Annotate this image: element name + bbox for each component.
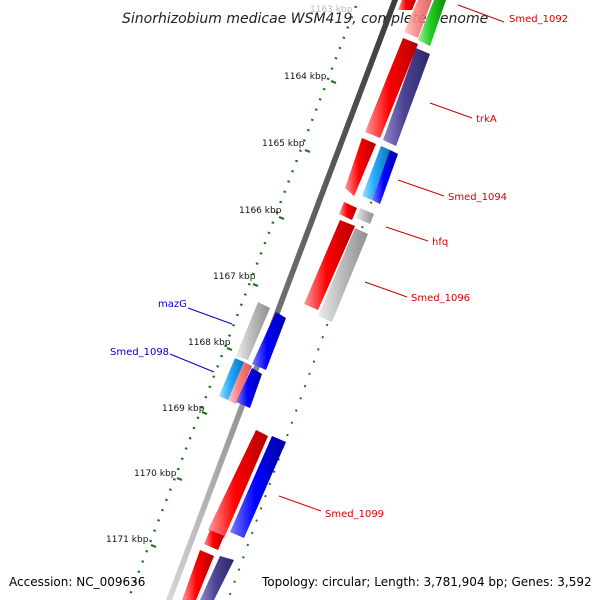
gene-feature-navy[interactable] xyxy=(200,556,234,600)
tick-label-1163: 1163 kbp xyxy=(310,5,353,15)
map-title: Sinorhizobium medicae WSM419, complete g… xyxy=(122,11,488,27)
label-leader xyxy=(385,226,429,242)
gene-feature-pink[interactable] xyxy=(228,362,252,404)
gene-label-smed-1096[interactable]: Smed_1096 xyxy=(411,293,470,304)
gene-feature-grey[interactable] xyxy=(318,228,368,322)
genome-summary-text: Topology: circular; Length: 3,781,904 bp… xyxy=(261,575,592,589)
label-leader xyxy=(457,4,505,23)
cds-feature[interactable] xyxy=(339,202,357,220)
cds-feature[interactable] xyxy=(182,550,214,600)
tick-label-1167: 1167 kbp xyxy=(213,272,256,282)
gene-label-mazg[interactable]: mazG xyxy=(158,299,187,310)
gene-feature-cyan[interactable] xyxy=(219,358,244,400)
tick-mark-1165 xyxy=(304,148,311,154)
cds-feature[interactable] xyxy=(398,0,416,10)
gene-label-hfq[interactable]: hfq xyxy=(432,237,448,248)
gene-label-smed-1098[interactable]: Smed_1098 xyxy=(110,347,169,358)
gene-feature-green[interactable] xyxy=(418,0,446,46)
gene-label-trka[interactable]: trkA xyxy=(476,114,497,125)
tick-label-1165: 1165 kbp xyxy=(262,139,305,149)
gene-feature-blue[interactable] xyxy=(236,368,262,408)
gene-label-smed-1094[interactable]: Smed_1094 xyxy=(448,192,507,203)
tick-mark-1168 xyxy=(226,346,233,352)
tick-mark-1166 xyxy=(278,215,285,221)
cds-feature[interactable] xyxy=(345,138,376,196)
tick-mark-1167 xyxy=(252,282,259,288)
gene-labels-right: Smed_1092 trkA Smed_1094 hfq Smed_1096 S… xyxy=(278,4,568,520)
gene-labels-left: mazG Smed_1098 xyxy=(110,299,233,373)
cds-feature[interactable] xyxy=(304,220,355,310)
tick-label-1169: 1169 kbp xyxy=(162,404,205,414)
tick-mark-1169 xyxy=(201,410,208,416)
gene-lane-reverse xyxy=(200,0,446,600)
gene-feature-grey[interactable] xyxy=(356,208,374,224)
gene-label-smed-1099[interactable]: Smed_1099 xyxy=(325,509,384,520)
label-leader xyxy=(364,281,408,298)
label-leader xyxy=(429,102,473,119)
gene-lane-inner xyxy=(219,302,286,408)
cds-lane-forward xyxy=(182,0,418,600)
tick-label-1171: 1171 kbp xyxy=(106,535,149,545)
tick-mark-1170 xyxy=(176,476,183,482)
gene-feature-blue[interactable] xyxy=(372,150,398,204)
cds-feature[interactable] xyxy=(208,430,268,538)
gene-feature-cyan[interactable] xyxy=(362,146,390,200)
gene-feature-blue[interactable] xyxy=(230,436,286,538)
tick-mark-1164 xyxy=(330,79,337,85)
accession-text: Accession: NC_009636 xyxy=(9,575,145,589)
gene-feature-navy[interactable] xyxy=(383,48,430,146)
tick-label-1166: 1166 kbp xyxy=(239,206,282,216)
cds-feature[interactable] xyxy=(204,530,224,550)
kbp-ticks xyxy=(150,79,337,549)
label-leader xyxy=(169,353,215,373)
gene-label-smed-1092[interactable]: Smed_1092 xyxy=(509,14,568,25)
genome-backbone xyxy=(166,0,398,600)
gene-feature-blue[interactable] xyxy=(252,312,286,370)
label-leader xyxy=(187,307,233,325)
tick-mark-1171 xyxy=(150,543,157,549)
tick-label-1170: 1170 kbp xyxy=(134,469,177,479)
gene-feature-pink[interactable] xyxy=(404,0,432,38)
tick-label-1168: 1168 kbp xyxy=(188,338,231,348)
gene-feature-grey[interactable] xyxy=(236,302,270,360)
cds-feature[interactable] xyxy=(365,38,418,138)
label-leader xyxy=(397,179,445,197)
label-leader xyxy=(278,495,322,512)
tick-label-1164: 1164 kbp xyxy=(284,72,327,82)
